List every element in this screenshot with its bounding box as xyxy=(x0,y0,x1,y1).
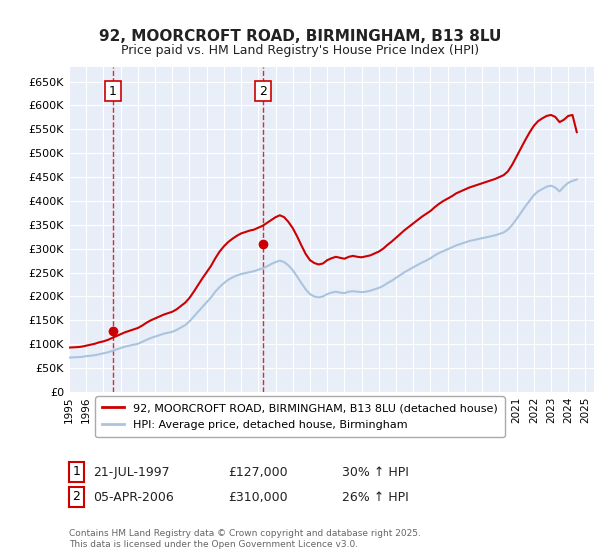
Text: 2: 2 xyxy=(259,85,267,97)
Text: 92, MOORCROFT ROAD, BIRMINGHAM, B13 8LU: 92, MOORCROFT ROAD, BIRMINGHAM, B13 8LU xyxy=(99,29,501,44)
Text: 1: 1 xyxy=(73,465,80,478)
Text: Price paid vs. HM Land Registry's House Price Index (HPI): Price paid vs. HM Land Registry's House … xyxy=(121,44,479,57)
Text: 1: 1 xyxy=(109,85,117,97)
Text: 2: 2 xyxy=(73,491,80,503)
Text: 21-JUL-1997: 21-JUL-1997 xyxy=(93,465,170,479)
Text: 05-APR-2006: 05-APR-2006 xyxy=(93,491,174,504)
Text: 30% ↑ HPI: 30% ↑ HPI xyxy=(342,465,409,479)
Text: £310,000: £310,000 xyxy=(228,491,287,504)
Text: £127,000: £127,000 xyxy=(228,465,287,479)
Text: 26% ↑ HPI: 26% ↑ HPI xyxy=(342,491,409,504)
Text: Contains HM Land Registry data © Crown copyright and database right 2025.
This d: Contains HM Land Registry data © Crown c… xyxy=(69,529,421,549)
Legend: 92, MOORCROFT ROAD, BIRMINGHAM, B13 8LU (detached house), HPI: Average price, de: 92, MOORCROFT ROAD, BIRMINGHAM, B13 8LU … xyxy=(95,396,505,437)
